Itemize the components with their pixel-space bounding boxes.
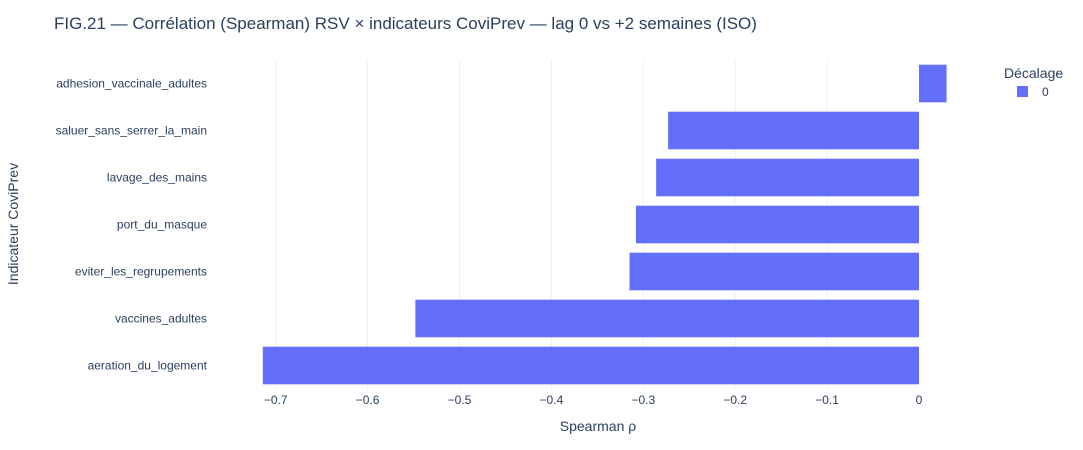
x-tick-label: −0.1 bbox=[815, 393, 839, 407]
bar[interactable] bbox=[919, 64, 947, 103]
legend-swatch bbox=[1017, 86, 1028, 97]
x-tick-label: −0.5 bbox=[448, 393, 472, 407]
y-tick-labels: adhesion_vaccinale_adultes saluer_sans_se… bbox=[56, 77, 208, 373]
x-tick-label: −0.7 bbox=[264, 393, 288, 407]
x-tick-label: −0.2 bbox=[723, 393, 747, 407]
bar[interactable] bbox=[415, 299, 919, 338]
y-tick-label: vaccines_adultes bbox=[115, 312, 207, 326]
bars bbox=[262, 64, 947, 385]
bar[interactable] bbox=[262, 346, 920, 385]
x-tick-labels: −0.7 −0.6 −0.5 −0.4 −0.3 −0.2 −0.1 0 bbox=[264, 393, 923, 407]
legend-title: Décalage bbox=[1004, 65, 1063, 81]
y-tick-label: aeration_du_logement bbox=[88, 359, 208, 373]
y-tick-label: adhesion_vaccinale_adultes bbox=[56, 77, 207, 91]
bar[interactable] bbox=[629, 252, 919, 291]
bar[interactable] bbox=[635, 205, 919, 244]
y-tick-label: saluer_sans_serrer_la_main bbox=[56, 124, 207, 138]
y-tick-label: lavage_des_mains bbox=[107, 171, 207, 185]
y-tick-label: eviter_les_regrupements bbox=[75, 265, 207, 279]
x-axis-title: Spearman ρ bbox=[560, 418, 636, 434]
x-tick-label: −0.6 bbox=[356, 393, 380, 407]
x-tick-label: 0 bbox=[916, 393, 923, 407]
bar[interactable] bbox=[668, 111, 919, 150]
bar[interactable] bbox=[656, 158, 919, 197]
legend-item-label: 0 bbox=[1042, 85, 1049, 99]
legend[interactable]: Décalage 0 bbox=[1004, 65, 1063, 99]
y-tick-label: port_du_masque bbox=[117, 218, 207, 232]
y-axis-title: Indicateur CoviPrev bbox=[5, 163, 21, 285]
x-tick-label: −0.3 bbox=[631, 393, 655, 407]
chart-title: FIG.21 — Corrélation (Spearman) RSV × in… bbox=[54, 14, 757, 33]
x-tick-label: −0.4 bbox=[540, 393, 564, 407]
